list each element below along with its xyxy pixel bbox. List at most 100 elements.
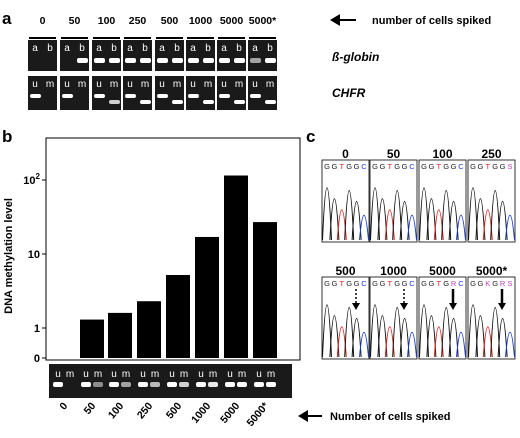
x-axis-tick-labels: 0 50 100 250 500 1000 5000 5000* [57, 400, 272, 429]
gel-band [140, 100, 151, 104]
trace-peak [497, 201, 508, 241]
column-label: 50 [69, 15, 81, 27]
trace-peak [329, 315, 340, 358]
panel-c-label: c [306, 127, 315, 146]
trace-peak [456, 332, 466, 358]
lane-label: m [180, 369, 188, 380]
gel-panel [28, 40, 57, 71]
base-call: G [379, 279, 385, 288]
lane-label: a [252, 43, 258, 54]
base-call: C [458, 279, 464, 288]
gel-panel [186, 40, 215, 71]
x-tick-label: 50 [82, 400, 99, 417]
bar [195, 236, 219, 358]
base-call: G [372, 162, 378, 171]
trace-peak [392, 307, 403, 358]
lane-label: m [238, 369, 246, 380]
x-tick-label: 100 [106, 400, 127, 421]
base-call: T [437, 279, 442, 288]
lane-label: b [47, 43, 53, 54]
x-tick-label: 1000 [189, 400, 213, 426]
lane-label: u [140, 369, 146, 380]
lane-label: a [127, 43, 133, 54]
trace-peak [359, 215, 369, 241]
lane-label: a [221, 43, 227, 54]
arrow-icon [298, 410, 322, 422]
base-call: C [409, 279, 415, 288]
base-call: G [451, 162, 457, 171]
x-tick-label: 250 [135, 400, 156, 421]
base-call: C [458, 162, 464, 171]
trace-peak [490, 307, 501, 358]
gel-band [254, 382, 264, 387]
arrow-head-icon [498, 303, 506, 310]
base-call: G [421, 162, 427, 171]
base-call: T [340, 162, 345, 171]
panel-b-label: b [2, 127, 12, 146]
gel-panel [155, 40, 184, 71]
lane-label: u [252, 79, 258, 90]
y-axis-label: DNA methylation level [3, 198, 15, 314]
bar [80, 319, 104, 358]
base-call: G [394, 162, 400, 171]
lane-label: a [96, 43, 102, 54]
trace-peak [370, 304, 380, 358]
base-call: G [477, 279, 483, 288]
base-call: G [354, 279, 360, 288]
lane-label: b [174, 43, 180, 54]
chart-frame [45, 137, 301, 361]
lane-label: a [32, 43, 38, 54]
base-call: T [486, 162, 491, 171]
trace-peak [497, 318, 508, 358]
lane-label: u [64, 79, 70, 90]
panel-a-column-labels: 0 50 100 250 500 1000 5000 5000* [29, 15, 277, 39]
base-call: G [492, 162, 498, 171]
trace-peak [505, 332, 515, 358]
trace-peak [490, 190, 501, 241]
lane-label: u [32, 79, 38, 90]
gel-band [250, 94, 261, 98]
base-call: G [428, 162, 434, 171]
base-call: G [470, 279, 476, 288]
column-label: 1000 [189, 15, 213, 27]
trace-peak [468, 187, 478, 241]
lane-label: m [46, 79, 54, 90]
base-call: G [346, 279, 352, 288]
y-tick-label: 102 [23, 172, 40, 187]
base-call: C [361, 162, 367, 171]
trace-peak [426, 198, 437, 241]
column-label: 500 [161, 15, 179, 27]
x-tick-label: 5000 [218, 400, 242, 426]
base-call: G [443, 279, 449, 288]
gel-panel [92, 76, 121, 110]
gel-band [203, 100, 214, 104]
lane-label: u [190, 79, 196, 90]
base-call: G [492, 279, 498, 288]
column-label: 250 [129, 15, 147, 27]
gel-band [140, 58, 151, 63]
gel-band [93, 382, 103, 387]
gel-panel [123, 76, 152, 110]
gel-band [138, 382, 148, 387]
arrow-head-icon [352, 303, 360, 310]
gel-panel [60, 40, 89, 71]
lane-label: m [266, 79, 274, 90]
bar [253, 222, 277, 358]
x-tick-label: 5000* [244, 400, 271, 429]
trace-peak [329, 198, 340, 241]
lane-label: b [267, 43, 273, 54]
base-call: T [388, 279, 393, 288]
base-call: G [402, 162, 408, 171]
gel-panel [155, 76, 184, 110]
trace-peak [370, 187, 380, 241]
gel-band [237, 382, 247, 387]
chromatogram-label: 5000* [476, 264, 508, 278]
trace-peak [475, 198, 486, 241]
base-call: C [409, 162, 415, 171]
lane-label: b [142, 43, 148, 54]
lane-label: m [267, 369, 275, 380]
